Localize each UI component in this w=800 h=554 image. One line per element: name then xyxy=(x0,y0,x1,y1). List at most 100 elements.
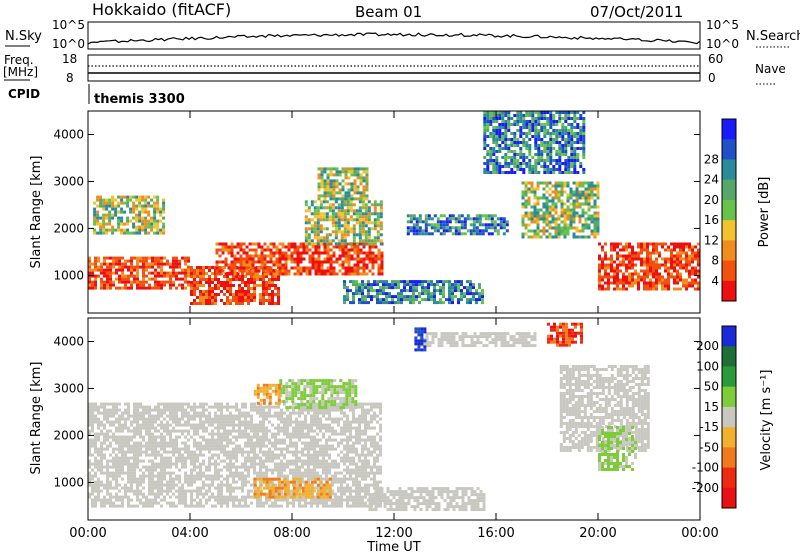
power-echo-cell xyxy=(160,286,163,290)
velocity-echo-cell xyxy=(244,465,247,469)
power-echo-cell xyxy=(359,173,363,177)
velocity-echo-cell xyxy=(88,474,91,478)
power-echo-cell xyxy=(640,278,643,282)
velocity-echo-cell xyxy=(88,462,91,466)
power-echo-cell xyxy=(313,224,317,228)
power-echo-cell xyxy=(522,123,526,126)
power-echo-cell xyxy=(96,231,100,235)
power-echo-cell xyxy=(251,263,255,267)
power-echo-cell xyxy=(676,242,679,246)
velocity-echo-cell xyxy=(247,441,250,445)
velocity-echo-cell xyxy=(220,492,223,496)
velocity-echo-cell xyxy=(94,486,97,490)
power-echo-cell xyxy=(521,217,525,221)
power-echo-cell xyxy=(584,190,588,194)
power-echo-cell xyxy=(214,302,217,305)
power-echo-cell xyxy=(454,289,457,293)
power-echo-cell xyxy=(335,185,339,189)
power-echo-cell xyxy=(239,260,243,264)
power-echo-cell xyxy=(365,167,369,171)
power-echo-cell xyxy=(637,245,640,249)
velocity-echo-cell xyxy=(175,435,178,439)
velocity-echo-cell xyxy=(172,483,175,487)
power-echo-cell xyxy=(254,254,258,258)
power-echo-cell xyxy=(145,259,148,263)
velocity-echo-cell xyxy=(226,486,229,490)
power-echo-cell xyxy=(331,218,335,222)
power-echo-cell xyxy=(239,254,243,258)
power-echo-cell xyxy=(323,272,327,276)
date-title: 07/Oct/2011 xyxy=(590,3,683,21)
power-echo-cell xyxy=(124,280,127,284)
velocity-echo-cell xyxy=(100,453,103,457)
power-echo-cell xyxy=(551,220,555,224)
power-echo-cell xyxy=(132,231,136,235)
power-echo-cell xyxy=(619,278,622,282)
velocity-echo-cell xyxy=(208,456,211,460)
power-echo-cell xyxy=(415,295,418,299)
power-echo-cell xyxy=(593,205,597,209)
velocity-echo-cell xyxy=(184,450,187,454)
power-echo-cell xyxy=(233,254,237,258)
power-echo-cell xyxy=(545,223,549,227)
velocity-echo-cell xyxy=(145,426,148,430)
velocity-echo-cell xyxy=(259,411,262,415)
power-echo-cell xyxy=(593,184,597,188)
velocity-echo-cell xyxy=(262,465,265,469)
power-echo-cell xyxy=(151,286,154,290)
velocity-echo-cell xyxy=(112,408,115,412)
velocity-echo-cell xyxy=(184,465,187,469)
power-echo-cell xyxy=(646,284,649,288)
velocity-echo-cell xyxy=(106,498,109,502)
power-echo-cell xyxy=(129,207,133,211)
power-echo-cell xyxy=(543,111,547,114)
power-echo-cell xyxy=(573,171,577,174)
power-echo-cell xyxy=(579,114,583,117)
power-echo-cell xyxy=(141,204,145,208)
velocity-echo-cell xyxy=(220,450,223,454)
power-echo-cell xyxy=(661,275,664,279)
power-echo-cell xyxy=(564,138,568,141)
power-echo-cell xyxy=(114,210,118,214)
power-echo-cell xyxy=(317,251,321,255)
velocity-echo-cell xyxy=(100,468,103,472)
power-echo-cell xyxy=(296,245,300,249)
power-echo-cell xyxy=(245,263,249,267)
power-echo-cell xyxy=(334,218,338,222)
velocity-echo-cell xyxy=(148,474,151,478)
power-echo-cell xyxy=(691,245,694,249)
velocity-echo-cell xyxy=(139,447,142,451)
velocity-echo-cell xyxy=(142,495,145,499)
power-echo-cell xyxy=(510,150,514,153)
velocity-echo-cell xyxy=(229,492,232,496)
power-echo-cell xyxy=(640,263,643,267)
velocity-echo-cell xyxy=(256,462,259,466)
velocity-echo-cell xyxy=(181,417,184,421)
power-echo-cell xyxy=(560,208,564,212)
power-echo-cell xyxy=(575,187,579,191)
power-echo-cell xyxy=(534,141,538,144)
velocity-echo-cell xyxy=(199,414,202,418)
power-echo-cell xyxy=(160,283,163,287)
power-echo-cell xyxy=(317,197,321,201)
power-echo-cell xyxy=(679,275,682,279)
power-echo-cell xyxy=(436,226,440,230)
power-echo-cell xyxy=(427,298,430,302)
power-echo-cell xyxy=(230,269,234,273)
power-echo-cell xyxy=(202,284,205,287)
velocity-echo-cell xyxy=(169,489,172,493)
power-echo-cell xyxy=(631,284,634,288)
power-echo-cell xyxy=(120,198,124,202)
power-echo-cell xyxy=(347,197,351,201)
velocity-echo-cell xyxy=(91,438,94,442)
power-echo-cell xyxy=(688,242,691,246)
velocity-echo-cell xyxy=(256,432,259,436)
power-echo-cell xyxy=(343,200,347,204)
power-echo-cell xyxy=(373,203,377,207)
power-echo-cell xyxy=(371,254,375,258)
velocity-echo-cell xyxy=(151,474,154,478)
velocity-echo-cell xyxy=(166,426,169,430)
velocity-echo-cell xyxy=(217,462,220,466)
velocity-echo-cell xyxy=(256,423,259,427)
velocity-echo-cell xyxy=(139,414,142,418)
